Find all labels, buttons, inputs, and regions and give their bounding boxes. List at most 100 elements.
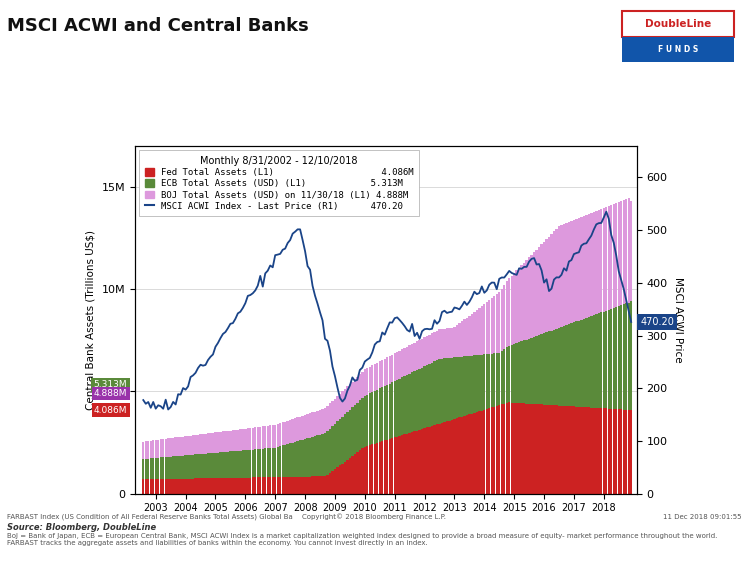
Bar	[167, 479, 169, 494]
Bar	[192, 479, 194, 494]
Bar	[406, 375, 408, 434]
Bar	[583, 215, 585, 319]
Bar	[244, 450, 246, 477]
Bar	[324, 433, 326, 476]
Bar	[468, 316, 470, 356]
Bar	[162, 479, 164, 494]
Bar	[481, 306, 483, 355]
Bar	[630, 201, 632, 301]
Bar	[224, 478, 227, 494]
Bar	[357, 403, 359, 452]
Bar	[551, 405, 553, 494]
Bar	[244, 477, 246, 494]
Bar	[364, 447, 366, 494]
Bar	[488, 300, 491, 354]
Bar	[237, 430, 239, 451]
Bar	[605, 408, 607, 494]
Bar	[249, 428, 252, 450]
Bar	[227, 431, 229, 452]
Bar	[463, 356, 466, 416]
Bar	[455, 325, 458, 357]
Bar	[214, 478, 216, 494]
Bar	[329, 473, 331, 494]
Bar	[536, 336, 538, 404]
Bar	[610, 309, 613, 409]
Bar	[590, 316, 592, 407]
Bar	[551, 234, 553, 330]
Bar	[431, 333, 433, 362]
Bar	[543, 404, 545, 494]
Bar	[555, 329, 558, 406]
Bar	[543, 333, 545, 404]
Bar	[455, 419, 458, 494]
Bar	[526, 339, 528, 403]
Bar	[184, 456, 187, 479]
Bar	[605, 311, 607, 408]
Bar	[150, 479, 152, 494]
Bar	[530, 404, 533, 494]
Bar	[336, 467, 339, 494]
Bar	[239, 429, 241, 450]
Bar	[588, 317, 590, 407]
Bar	[374, 364, 376, 391]
Bar	[478, 308, 481, 355]
Bar	[426, 336, 428, 365]
Bar	[364, 369, 366, 396]
Bar	[342, 463, 344, 494]
Bar	[339, 466, 341, 494]
Bar	[538, 404, 540, 494]
Bar	[515, 270, 518, 343]
Bar	[195, 454, 197, 479]
Text: F U N D S: F U N D S	[658, 45, 698, 54]
Bar	[562, 406, 565, 494]
Bar	[518, 403, 521, 494]
Bar	[254, 427, 256, 449]
Bar	[359, 374, 361, 401]
Bar	[521, 341, 523, 403]
Bar	[314, 412, 316, 436]
Bar	[142, 442, 145, 459]
Bar	[282, 477, 284, 494]
Bar	[282, 422, 284, 445]
Bar	[222, 431, 224, 452]
Bar	[558, 406, 560, 494]
Bar	[309, 476, 312, 494]
Text: 11 Dec 2018 09:01:55: 11 Dec 2018 09:01:55	[663, 514, 742, 520]
Bar	[470, 314, 473, 356]
Bar	[212, 453, 214, 478]
Bar	[294, 419, 297, 442]
Bar	[620, 201, 622, 305]
Bar	[180, 456, 182, 479]
Bar	[528, 404, 530, 494]
Bar	[237, 478, 239, 494]
Bar	[154, 479, 157, 494]
Bar	[201, 479, 204, 494]
Bar	[483, 355, 485, 410]
Bar	[383, 358, 386, 386]
Text: 5.313M: 5.313M	[94, 380, 127, 389]
Bar	[548, 332, 551, 405]
Bar	[570, 220, 572, 323]
Bar	[284, 477, 286, 494]
Bar	[421, 429, 423, 494]
Bar	[449, 358, 451, 421]
Bar	[423, 428, 425, 494]
Bar	[361, 372, 363, 398]
Bar	[466, 415, 468, 494]
Bar	[428, 364, 431, 427]
Bar	[224, 452, 227, 478]
Bar	[568, 324, 570, 406]
Bar	[187, 479, 189, 494]
Bar	[321, 434, 324, 476]
Bar	[603, 208, 605, 311]
Bar	[204, 454, 207, 479]
Bar	[257, 427, 259, 449]
Bar	[491, 407, 493, 494]
Bar	[366, 446, 369, 494]
Bar	[570, 406, 572, 494]
Bar	[286, 477, 289, 494]
Bar	[577, 320, 580, 407]
Bar	[339, 394, 341, 419]
Bar	[284, 421, 286, 445]
Bar	[595, 408, 598, 494]
